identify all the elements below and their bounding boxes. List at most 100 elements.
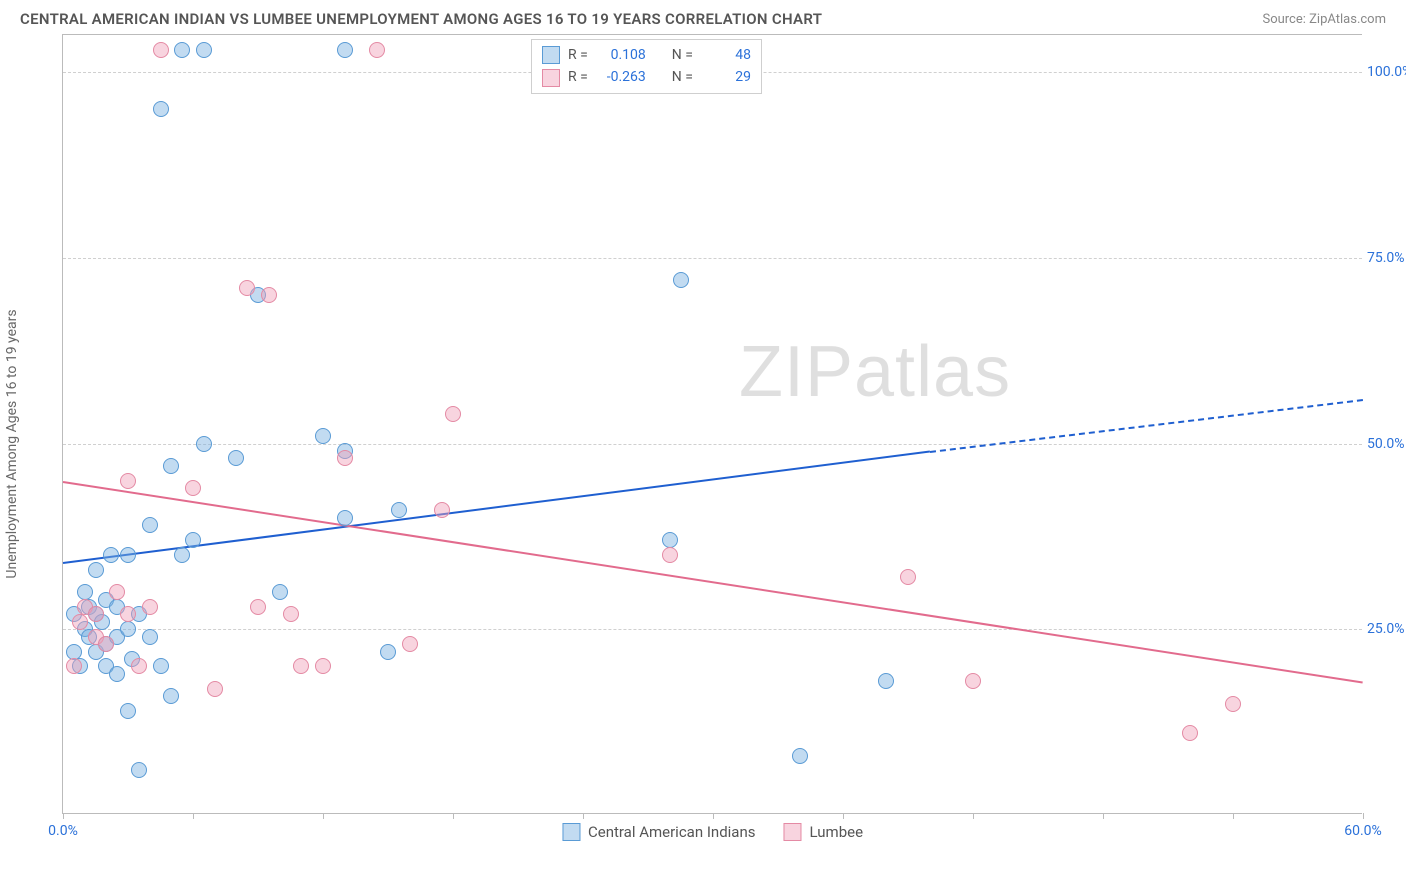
data-point xyxy=(142,599,158,615)
watermark: ZIPatlas xyxy=(739,331,1011,413)
x-tick xyxy=(1103,813,1104,819)
legend-swatch xyxy=(542,46,560,64)
data-point xyxy=(673,272,689,288)
data-point xyxy=(88,606,104,622)
y-tick-label: 25.0% xyxy=(1367,621,1406,637)
data-point xyxy=(185,480,201,496)
data-point xyxy=(66,644,82,660)
legend-item: Central American Indians xyxy=(562,823,756,841)
data-point xyxy=(207,681,223,697)
data-point xyxy=(174,42,190,58)
data-point xyxy=(662,547,678,563)
data-point xyxy=(402,636,418,652)
chart-title: CENTRAL AMERICAN INDIAN VS LUMBEE UNEMPL… xyxy=(20,10,822,28)
data-point xyxy=(337,42,353,58)
data-point xyxy=(196,436,212,452)
legend-r-label: R = xyxy=(568,44,588,66)
data-point xyxy=(72,614,88,630)
data-point xyxy=(239,280,255,296)
data-point xyxy=(445,406,461,422)
data-point xyxy=(369,42,385,58)
legend-r-value: -0.263 xyxy=(596,66,646,88)
chart-container: Unemployment Among Ages 16 to 19 years 2… xyxy=(20,34,1386,854)
series-legend: Central American Indians Lumbee xyxy=(562,823,863,841)
x-tick xyxy=(193,813,194,819)
trend-line xyxy=(930,399,1364,453)
data-point xyxy=(337,510,353,526)
source-label: Source: ZipAtlas.com xyxy=(1262,12,1386,27)
data-point xyxy=(293,658,309,674)
data-point xyxy=(153,42,169,58)
data-point xyxy=(98,636,114,652)
data-point xyxy=(337,450,353,466)
gridline xyxy=(63,258,1362,259)
data-point xyxy=(131,658,147,674)
data-point xyxy=(153,658,169,674)
legend-r-value: 0.108 xyxy=(596,44,646,66)
data-point xyxy=(163,688,179,704)
x-tick xyxy=(583,813,584,819)
legend-row: R =-0.263N =29 xyxy=(542,66,751,88)
x-tick xyxy=(323,813,324,819)
data-point xyxy=(120,547,136,563)
gridline xyxy=(63,629,1362,630)
data-point xyxy=(109,666,125,682)
data-point xyxy=(120,621,136,637)
data-point xyxy=(120,606,136,622)
x-tick xyxy=(63,813,64,819)
data-point xyxy=(391,502,407,518)
data-point xyxy=(196,42,212,58)
x-tick xyxy=(1363,813,1364,819)
legend-item: Lumbee xyxy=(784,823,864,841)
legend-swatch xyxy=(542,69,560,87)
correlation-legend: R =0.108N =48R =-0.263N =29 xyxy=(531,39,762,94)
data-point xyxy=(88,562,104,578)
data-point xyxy=(965,673,981,689)
y-tick-label: 75.0% xyxy=(1367,250,1406,266)
legend-n-value: 29 xyxy=(701,66,751,88)
trend-line xyxy=(63,481,1363,684)
legend-row: R =0.108N =48 xyxy=(542,44,751,66)
data-point xyxy=(185,532,201,548)
legend-swatch xyxy=(784,823,802,841)
x-tick xyxy=(713,813,714,819)
data-point xyxy=(1182,725,1198,741)
data-point xyxy=(142,517,158,533)
data-point xyxy=(315,658,331,674)
data-point xyxy=(228,450,244,466)
data-point xyxy=(272,584,288,600)
data-point xyxy=(77,584,93,600)
data-point xyxy=(792,748,808,764)
gridline xyxy=(63,444,1362,445)
plot-area: 25.0%50.0%75.0%100.0%0.0%60.0%ZIPatlasR … xyxy=(62,34,1362,814)
data-point xyxy=(434,502,450,518)
data-point xyxy=(163,458,179,474)
x-tick xyxy=(843,813,844,819)
data-point xyxy=(142,629,158,645)
legend-label: Central American Indians xyxy=(588,823,756,841)
data-point xyxy=(103,547,119,563)
x-tick xyxy=(1233,813,1234,819)
source-link[interactable]: ZipAtlas.com xyxy=(1309,12,1386,27)
data-point xyxy=(878,673,894,689)
data-point xyxy=(1225,696,1241,712)
y-axis-label: Unemployment Among Ages 16 to 19 years xyxy=(4,309,20,578)
chart-header: CENTRAL AMERICAN INDIAN VS LUMBEE UNEMPL… xyxy=(0,0,1406,34)
legend-n-label: N = xyxy=(672,44,693,66)
legend-label: Lumbee xyxy=(810,823,864,841)
x-tick-label: 0.0% xyxy=(48,823,78,839)
data-point xyxy=(261,287,277,303)
legend-swatch xyxy=(562,823,580,841)
data-point xyxy=(120,473,136,489)
data-point xyxy=(380,644,396,660)
data-point xyxy=(283,606,299,622)
y-tick-label: 50.0% xyxy=(1367,436,1406,452)
data-point xyxy=(315,428,331,444)
data-point xyxy=(120,703,136,719)
data-point xyxy=(66,658,82,674)
data-point xyxy=(153,101,169,117)
legend-n-label: N = xyxy=(672,66,693,88)
data-point xyxy=(109,584,125,600)
data-point xyxy=(131,762,147,778)
x-tick xyxy=(453,813,454,819)
